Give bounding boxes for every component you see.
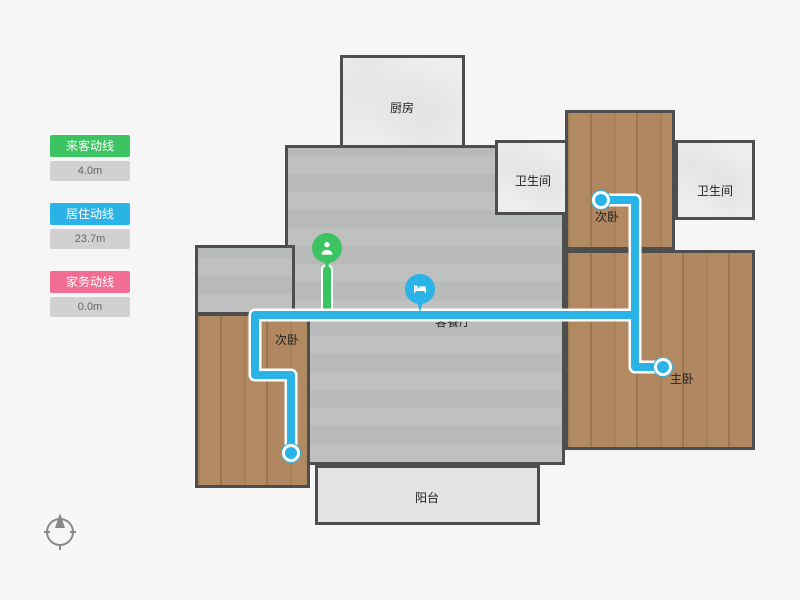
room-bath1 [495, 140, 570, 215]
stage: 来客动线 4.0m 居住动线 23.7m 家务动线 0.0m 厨房客餐厅卫生间次… [0, 0, 800, 600]
legend-entry-housework: 家务动线 0.0m [50, 271, 130, 317]
room-bath2 [675, 140, 755, 220]
legend-title: 居住动线 [50, 203, 130, 225]
legend-title: 家务动线 [50, 271, 130, 293]
legend-title: 来客动线 [50, 135, 130, 157]
room-balcony [315, 465, 540, 525]
legend-entry-living: 居住动线 23.7m [50, 203, 130, 249]
legend-entry-guest: 来客动线 4.0m [50, 135, 130, 181]
compass-icon [40, 510, 80, 550]
room-bed2a [565, 110, 675, 250]
legend-value: 0.0m [50, 297, 130, 317]
floorplan: 厨房客餐厅卫生间次卧卫生间主卧次卧阳台 [195, 55, 765, 545]
legend-value: 23.7m [50, 229, 130, 249]
legend: 来客动线 4.0m 居住动线 23.7m 家务动线 0.0m [50, 135, 130, 339]
legend-value: 4.0m [50, 161, 130, 181]
room-living-ext [195, 245, 295, 315]
room-kitchen [340, 55, 465, 155]
room-bed-master [565, 250, 755, 450]
room-bed2b [195, 313, 310, 488]
